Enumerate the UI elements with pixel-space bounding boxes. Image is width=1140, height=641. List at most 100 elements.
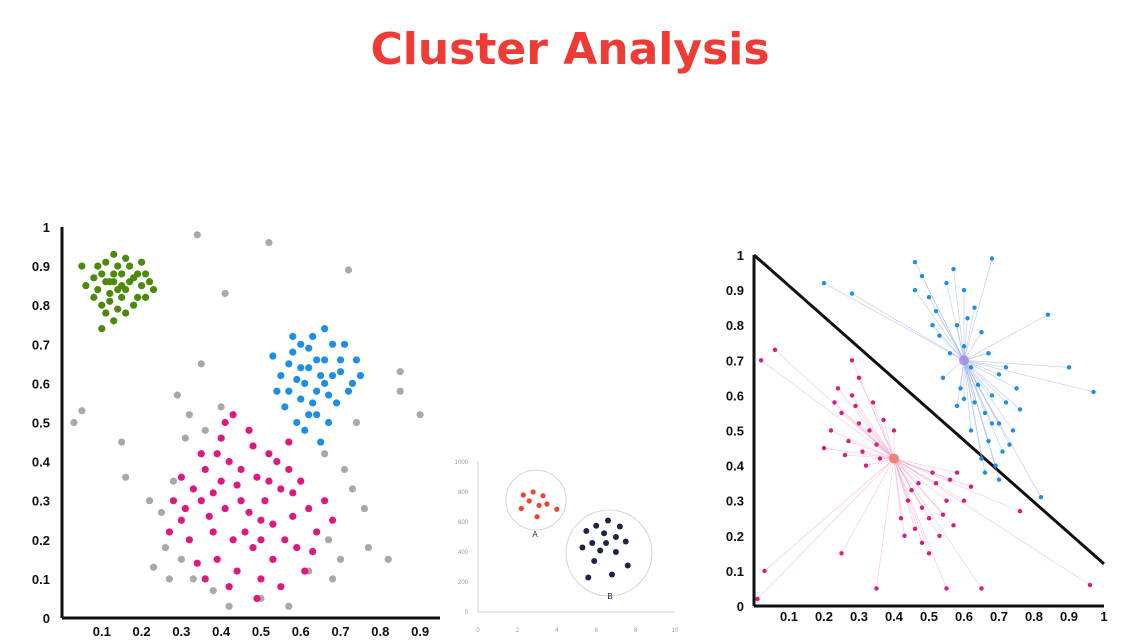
y-tick-label: 0.8	[32, 298, 50, 313]
cluster-b-point	[593, 522, 600, 529]
magenta-point	[909, 487, 914, 493]
blue-point	[958, 386, 963, 391]
blue-point	[305, 411, 313, 419]
gray-point	[122, 473, 130, 481]
blue-point	[968, 428, 974, 433]
x-tick-label: 0.4	[212, 624, 231, 639]
y-tick-label: 0.7	[726, 353, 744, 368]
blue-point	[356, 371, 365, 380]
magenta-ray	[841, 458, 895, 554]
blue-ray	[914, 261, 965, 361]
magenta-point	[874, 586, 879, 591]
magenta-ray	[893, 458, 916, 529]
blue-point	[293, 375, 301, 384]
magenta-point	[328, 516, 337, 524]
y-tick-label: 0.4	[726, 459, 745, 474]
blue-ray	[963, 360, 1000, 480]
magenta-ray	[893, 458, 982, 589]
magenta-point	[919, 505, 925, 510]
cluster-a-point	[544, 501, 550, 507]
y-tick-label: 800	[458, 490, 469, 496]
magenta-point	[905, 498, 911, 503]
blue-ray	[823, 282, 965, 361]
y-tick-label: 0	[737, 599, 744, 614]
blue-point	[328, 371, 337, 380]
cluster-a-point	[530, 489, 536, 495]
blue-point	[993, 463, 998, 468]
blue-point	[965, 315, 970, 321]
gray-point	[324, 536, 333, 544]
magenta-point	[289, 512, 297, 520]
cluster-b-point	[616, 523, 623, 530]
green-point	[141, 270, 150, 278]
magenta-point	[293, 544, 301, 552]
green-point	[102, 309, 110, 317]
cluster-b-point	[608, 571, 615, 578]
magenta-point	[891, 428, 897, 433]
magenta-point	[269, 555, 277, 563]
blue-ray	[914, 289, 965, 361]
blue-ray	[963, 360, 1094, 393]
magenta-point	[842, 452, 848, 458]
blue-ray	[963, 360, 972, 431]
magenta-point	[169, 497, 178, 505]
blue-point	[313, 411, 321, 419]
blue-ray	[963, 360, 1021, 410]
green-point	[110, 317, 118, 325]
magenta-point	[281, 536, 289, 544]
blue-point	[348, 379, 357, 387]
magenta-point	[902, 533, 907, 538]
magenta-point	[821, 445, 827, 451]
gray-point	[145, 497, 154, 505]
blue-point	[317, 371, 325, 380]
blue-point	[1003, 400, 1009, 405]
x-tick-label: 0.8	[1025, 609, 1043, 624]
green-point	[110, 250, 118, 258]
blue-ray	[935, 311, 965, 361]
gray-point	[396, 368, 404, 376]
blue-point	[293, 418, 301, 427]
x-tick-label: 0	[476, 628, 480, 634]
magenta-point	[930, 470, 935, 475]
green-point	[118, 270, 126, 278]
x-tick-label: 0.3	[172, 624, 190, 639]
blue-point	[954, 403, 960, 409]
magenta-point	[253, 473, 261, 481]
blue-point	[297, 364, 305, 372]
magenta-point	[961, 498, 967, 503]
cluster-b-point	[603, 540, 610, 546]
blue-point	[1045, 312, 1051, 317]
blue-point	[324, 418, 333, 427]
green-point	[126, 278, 134, 286]
blue-point	[947, 351, 953, 356]
magenta-point	[860, 449, 865, 454]
magenta-point	[849, 393, 855, 398]
magenta-point	[217, 434, 225, 442]
blue-centroid	[959, 355, 969, 366]
blue-point	[1017, 407, 1023, 412]
cluster-a-point	[536, 502, 542, 509]
blue-point	[975, 382, 981, 388]
gray-point	[169, 477, 178, 485]
y-tick-label: 0.6	[726, 388, 744, 403]
blue-point	[305, 344, 313, 352]
y-tick-label: 0.6	[32, 376, 50, 391]
x-tick-label: 2	[516, 628, 520, 634]
magenta-ray	[862, 451, 895, 459]
y-tick-label: 200	[458, 580, 469, 586]
blue-ray	[963, 332, 982, 361]
y-tick-label: 0.1	[32, 572, 50, 587]
gray-point	[364, 544, 372, 552]
magenta-point	[1017, 509, 1023, 514]
blue-point	[996, 477, 1002, 482]
magenta-point	[839, 410, 844, 416]
magenta-point	[881, 417, 886, 423]
green-point	[98, 325, 106, 333]
blue-point	[961, 344, 967, 349]
gray-point	[321, 450, 329, 458]
blue-point	[961, 396, 967, 402]
magenta-point	[301, 567, 309, 575]
magenta-point	[937, 533, 942, 538]
magenta-point	[828, 428, 834, 433]
magenta-point	[305, 504, 313, 513]
